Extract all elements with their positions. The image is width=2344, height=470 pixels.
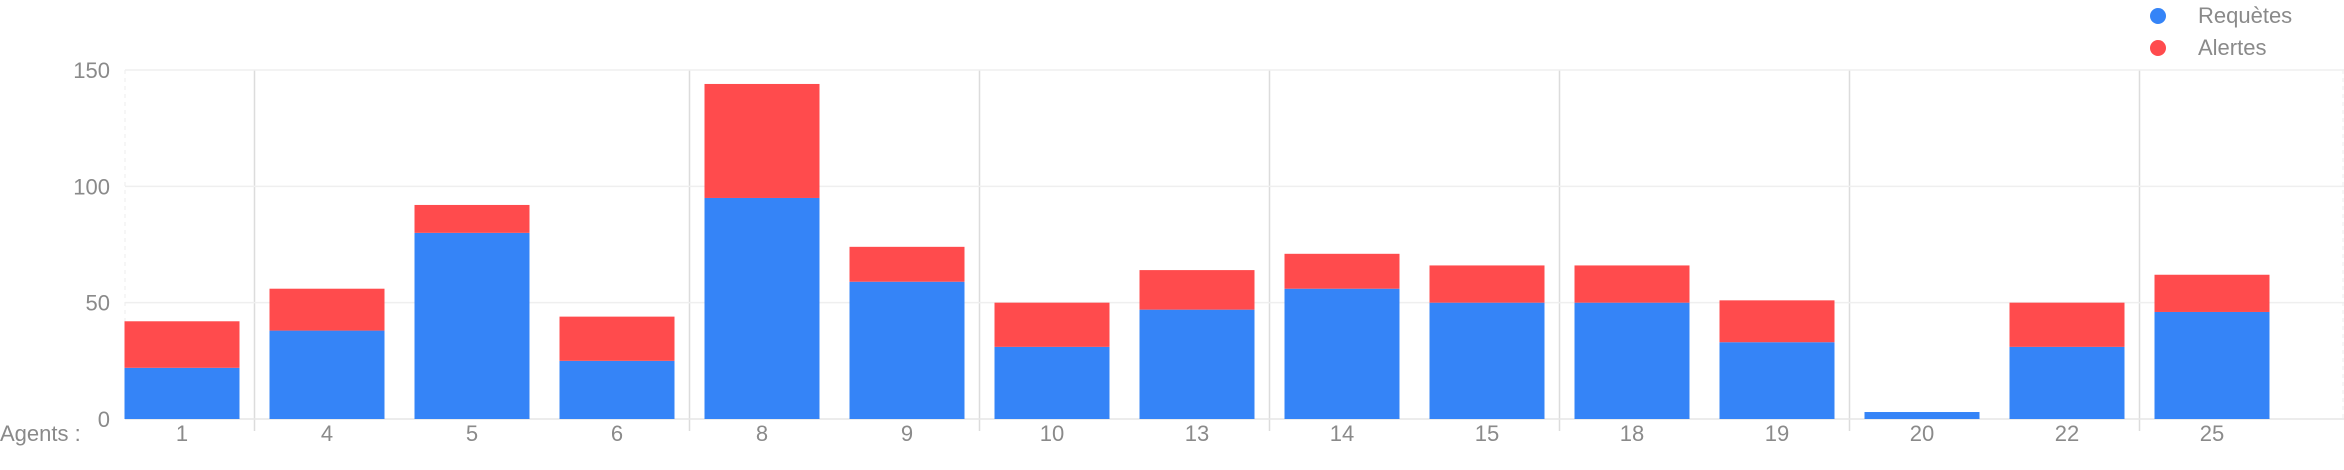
bar-alertes-19[interactable] (1719, 300, 1835, 343)
legend-item-requetes[interactable]: Requètes (2134, 0, 2334, 32)
legend-alertes-dot-icon (2150, 40, 2166, 56)
y-axis: 0 50 100 150 (73, 58, 110, 432)
bar-alertes-15[interactable] (1429, 265, 1545, 303)
bar-alertes-13[interactable] (1139, 270, 1255, 310)
x-tick-label: 1 (176, 421, 188, 446)
legend-alertes-label: Alertes (2198, 35, 2267, 60)
bar-requetes-13[interactable] (1139, 309, 1255, 419)
x-tick-label: 10 (1040, 421, 1064, 446)
legend-item-alertes[interactable]: Alertes (2134, 32, 2334, 64)
y-tick-label: 0 (98, 407, 110, 432)
x-tick-label: 15 (1475, 421, 1499, 446)
bar-alertes-25[interactable] (2154, 274, 2270, 312)
x-tick-label: 18 (1620, 421, 1644, 446)
bar-requetes-1[interactable] (124, 367, 240, 419)
bar-requetes-4[interactable] (269, 330, 385, 419)
x-axis: Agents : 1 4 5 6 8 9 10 13 14 15 18 19 20 22 25 (0, 421, 2224, 446)
bar-requetes-5[interactable] (414, 232, 530, 419)
bar-requetes-15[interactable] (1429, 302, 1545, 419)
bar-alertes-1[interactable] (124, 321, 240, 368)
x-tick-label: 22 (2055, 421, 2079, 446)
bar-alertes-22[interactable] (2009, 302, 2125, 347)
bar-requetes-20[interactable] (1864, 412, 1980, 419)
bars (124, 83, 2270, 419)
x-tick-label: 8 (756, 421, 768, 446)
bar-alertes-5[interactable] (414, 204, 530, 233)
bar-requetes-25[interactable] (2154, 311, 2270, 419)
bar-requetes-22[interactable] (2009, 346, 2125, 419)
x-tick-label: 4 (321, 421, 333, 446)
x-tick-label: 20 (1910, 421, 1934, 446)
x-tick-label: 19 (1765, 421, 1789, 446)
bar-requetes-19[interactable] (1719, 342, 1835, 419)
x-tick-label: 13 (1185, 421, 1209, 446)
bar-alertes-14[interactable] (1284, 253, 1400, 289)
bar-requetes-8[interactable] (704, 197, 820, 419)
bar-requetes-18[interactable] (1574, 302, 1690, 419)
bar-alertes-18[interactable] (1574, 265, 1690, 303)
bar-requetes-9[interactable] (849, 281, 965, 419)
bar-requetes-6[interactable] (559, 360, 675, 419)
legend-requetes-dot-icon (2150, 8, 2166, 24)
y-tick-label: 50 (86, 291, 110, 316)
x-tick-label: 25 (2200, 421, 2224, 446)
bar-alertes-9[interactable] (849, 246, 965, 282)
y-tick-label: 150 (73, 58, 110, 83)
bar-requetes-14[interactable] (1284, 288, 1400, 419)
legend-requetes-label: Requètes (2198, 3, 2293, 28)
x-tick-label: 14 (1330, 421, 1354, 446)
x-tick-label: 6 (611, 421, 623, 446)
bar-alertes-8[interactable] (704, 83, 820, 198)
x-axis-prefix-label: Agents : (0, 421, 81, 446)
legend: Requètes Alertes (2134, 0, 2334, 64)
y-tick-label: 100 (73, 174, 110, 199)
bar-alertes-4[interactable] (269, 288, 385, 331)
bar-alertes-6[interactable] (559, 316, 675, 361)
x-tick-label: 9 (901, 421, 913, 446)
x-tick-label: 5 (466, 421, 478, 446)
bar-alertes-10[interactable] (994, 302, 1110, 347)
bar-requetes-10[interactable] (994, 346, 1110, 419)
